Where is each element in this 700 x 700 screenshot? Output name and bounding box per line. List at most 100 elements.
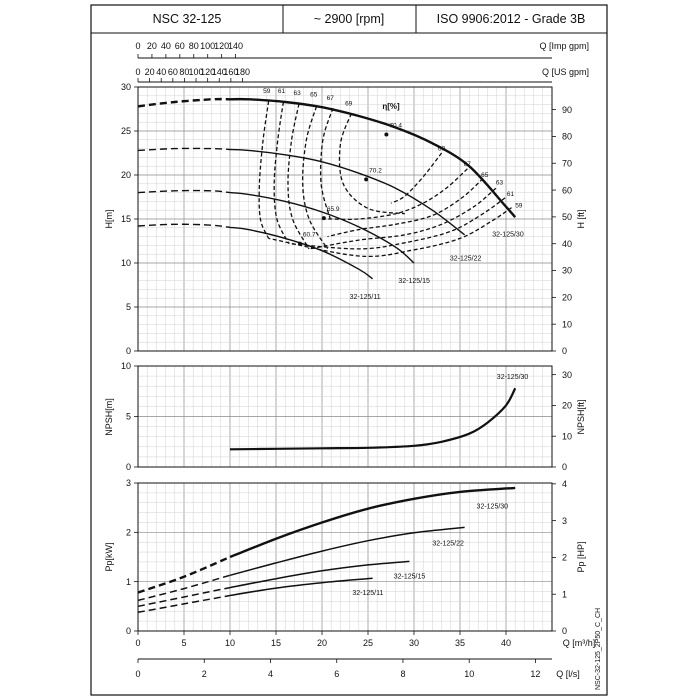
y-tick-label: 5	[126, 412, 131, 422]
imp-axis-title: Q [Imp gpm]	[539, 41, 589, 51]
efficiency-point-label: 70.4	[389, 123, 402, 130]
efficiency-point-label: 70.2	[369, 167, 382, 174]
ls-tick-label: 12	[530, 669, 540, 679]
y-tick-label: 0	[126, 462, 131, 472]
efficiency-point	[364, 177, 369, 182]
x-tick-label: 5	[181, 638, 186, 648]
grid-npsh	[137, 365, 553, 468]
imp-tick-label: 120	[214, 41, 229, 51]
power-curve-label: 32-125/15	[394, 574, 426, 581]
x-tick-label: 15	[271, 638, 281, 648]
efficiency-title: η[%]	[382, 102, 400, 111]
us-tick-label: 140	[212, 67, 227, 77]
y-right-tick-label: 50	[562, 212, 572, 222]
head-curve-label: 32-125/22	[450, 255, 482, 262]
efficiency-label: 59	[515, 203, 523, 210]
y-right-tick-label: 10	[562, 319, 572, 329]
y-right-tick-label: 80	[562, 132, 572, 142]
x-tick-label: 20	[317, 638, 327, 648]
efficiency-curve	[258, 101, 270, 239]
us-tick-label: 160	[223, 67, 238, 77]
ls-tick-label: 4	[268, 669, 273, 679]
efficiency-label: 67	[464, 161, 472, 168]
y-right-tick-label: 4	[562, 479, 567, 489]
efficiency-label: 69	[345, 100, 353, 107]
y-axis-title: H[m]	[104, 210, 114, 229]
imp-tick-label: 40	[161, 41, 171, 51]
efficiency-point	[297, 241, 302, 246]
us-tick-label: 120	[200, 67, 215, 77]
plot-border	[137, 482, 553, 632]
efficiency-label: 61	[507, 191, 515, 198]
imp-tick-label: 20	[147, 41, 157, 51]
power-curve-32-125-11-dashed	[137, 594, 231, 614]
efficiency-curve	[287, 103, 310, 250]
efficiency-curve	[390, 152, 443, 204]
y-tick-label: 5	[126, 302, 131, 312]
power-curve-label: 32-125/22	[432, 541, 464, 548]
efficiency-label: 61	[278, 88, 286, 95]
efficiency-curve	[273, 101, 290, 244]
grid-head	[137, 86, 553, 352]
y-tick-label: 10	[121, 258, 131, 268]
head-curve-32-125-22	[229, 148, 466, 236]
us-tick-label: 20	[145, 67, 155, 77]
efficiency-label: 65	[310, 92, 318, 99]
ls-tick-label: 0	[135, 669, 140, 679]
imp-tick-label: 80	[189, 41, 199, 51]
y-tick-label: 3	[126, 478, 131, 488]
efficiency-label: 67	[327, 95, 335, 102]
y-axis-title: NPSH[m]	[104, 398, 114, 436]
power-curve-label: 32-125/30	[477, 504, 509, 511]
y-right-tick-label: 60	[562, 185, 572, 195]
y-tick-label: 30	[121, 82, 131, 92]
head-curve-label: 32-125/11	[350, 294, 381, 301]
y-tick-label: 0	[126, 626, 131, 636]
y-tick-label: 2	[126, 528, 131, 538]
y-tick-label: 20	[121, 170, 131, 180]
efficiency-curve	[338, 113, 405, 215]
y-axis-title-right: Pp [HP]	[576, 541, 586, 572]
grid-power	[137, 482, 553, 632]
efficiency-point-label: 60.7	[303, 232, 316, 239]
x-tick-label: 40	[501, 638, 511, 648]
efficiency-curve	[319, 107, 334, 220]
y-tick-label: 25	[121, 126, 131, 136]
x-tick-label: 35	[455, 638, 465, 648]
power-curve-32-125-15-dashed	[137, 586, 231, 608]
header-model: NSC 32-125	[152, 12, 222, 26]
efficiency-curve	[321, 168, 468, 221]
efficiency-curve	[288, 197, 506, 250]
us-tick-label: 0	[135, 67, 140, 77]
y-right-tick-label: 70	[562, 158, 572, 168]
efficiency-curve	[308, 187, 497, 250]
y-right-tick-label: 90	[562, 105, 572, 115]
imp-tick-label: 140	[228, 41, 243, 51]
y-axis-title-right: NPSH[ft]	[576, 399, 586, 434]
ls-axis-title: Q [l/s]	[556, 669, 580, 679]
y-right-tick-label: 20	[562, 293, 572, 303]
y-right-tick-label: 0	[562, 462, 567, 472]
y-right-tick-label: 30	[562, 266, 572, 276]
y-right-tick-label: 20	[562, 401, 572, 411]
imp-tick-label: 0	[135, 41, 140, 51]
head-curve-32-125-30	[229, 97, 517, 218]
head-curve-32-125-11-dashed	[137, 223, 231, 229]
efficiency-point-label: 65.9	[327, 206, 340, 213]
efficiency-point	[384, 132, 389, 137]
outer-frame	[90, 4, 608, 696]
y-right-tick-label: 10	[562, 431, 572, 441]
y-right-tick-label: 0	[562, 346, 567, 356]
y-right-tick-label: 0	[562, 626, 567, 636]
head-curve-32-125-15-dashed	[137, 189, 231, 194]
us-tick-label: 180	[235, 67, 250, 77]
header-speed: ~ 2900 [rpm]	[313, 12, 385, 26]
x-tick-label: 30	[409, 638, 419, 648]
y-tick-label: 1	[126, 577, 131, 587]
y-right-tick-label: 40	[562, 239, 572, 249]
y-tick-label: 0	[126, 346, 131, 356]
head-curve-32-125-30-dashed	[137, 97, 231, 108]
side-code: NSC-32-125_2P50_C_CH	[595, 608, 602, 690]
